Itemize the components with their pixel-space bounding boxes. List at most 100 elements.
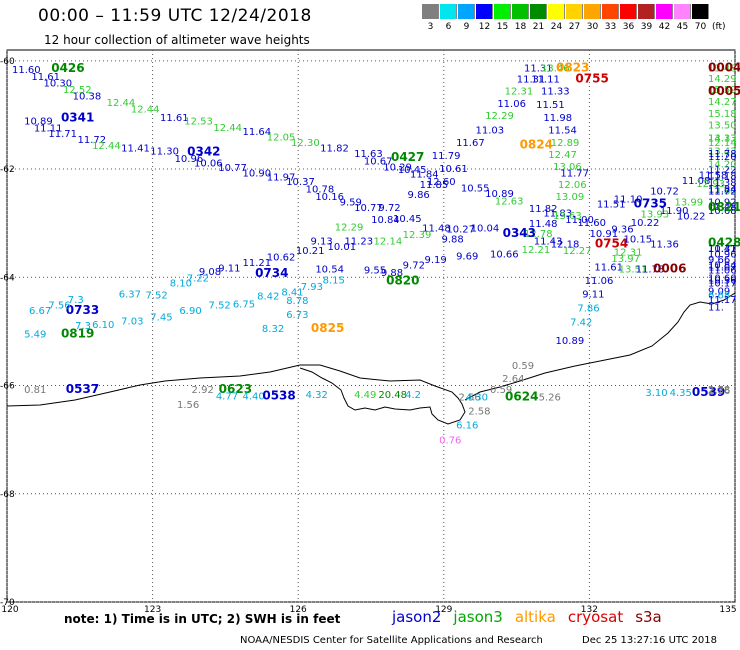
- wave-height-label: 5.49: [24, 330, 46, 341]
- wave-height-label: 10.68: [708, 206, 737, 217]
- wave-height-label: 11.48: [708, 202, 737, 213]
- lat-lon-grid: [6, 50, 736, 603]
- wave-height-label: 11.79: [432, 151, 461, 162]
- wave-height-label: 11.10: [614, 194, 643, 205]
- wave-height-label: 10.55: [461, 183, 490, 194]
- wave-height-label: 13.43: [708, 147, 737, 158]
- wave-height-label: 4.49: [354, 390, 376, 401]
- lon-tick-label: 120: [1, 605, 18, 615]
- wave-height-label: 8.78: [286, 296, 308, 307]
- wave-height-label: 10.67: [364, 156, 393, 167]
- wave-height-label: 12.93: [696, 179, 725, 190]
- wave-height-label: 7.52: [209, 300, 231, 311]
- map-title: 00:00 – 11:59 UTC 12/24/2018: [38, 6, 312, 26]
- lon-tick-label: 132: [581, 605, 598, 615]
- scale-swatch: [476, 4, 493, 19]
- wave-height-label: 10.89: [24, 116, 53, 127]
- wave-height-label: 12.31: [505, 87, 534, 98]
- wave-height-label: 9.11: [218, 264, 240, 275]
- wave-height-label: 10.37: [286, 177, 315, 188]
- wave-height-label: 11.36: [650, 240, 679, 251]
- wave-height-label: 9.88: [381, 268, 403, 279]
- wave-height-label: 11.64: [243, 127, 272, 138]
- wave-height-label: 13.50: [708, 121, 737, 132]
- wave-height-label: 10.45: [398, 165, 427, 176]
- wave-height-label: 10.16: [315, 192, 344, 203]
- scale-label: 27: [568, 22, 581, 32]
- wave-height-label: 12.30: [291, 138, 320, 149]
- wave-height-label: 11.23: [344, 236, 373, 247]
- wave-height-label: 13.09: [556, 192, 585, 203]
- pass-time-label: 0624: [505, 389, 538, 403]
- wave-height-label: 10.72: [650, 187, 679, 198]
- pass-time-label: 0538: [262, 388, 295, 402]
- wave-height-label: 7.42: [570, 318, 592, 329]
- wave-height-label: 4.32: [306, 390, 328, 401]
- pass-time-label: 0004: [708, 60, 740, 74]
- wave-height-label: 11.00: [565, 215, 594, 226]
- wave-height-label: 12.18: [551, 240, 580, 251]
- wave-height-label: 12.78: [524, 229, 553, 240]
- wave-height-label: 11.38: [708, 178, 737, 189]
- wave-height-label: 12.29: [335, 222, 364, 233]
- lon-tick-label: 123: [144, 605, 161, 615]
- pass-time-label: 0427: [391, 150, 424, 164]
- wave-height-label: 2.92: [192, 385, 214, 396]
- wave-height-label: 11.63: [354, 149, 383, 160]
- wave-height-label: 11.84: [708, 185, 737, 196]
- wave-height-label: 2.78: [708, 385, 730, 396]
- wave-height-label: 11.07: [708, 262, 737, 273]
- scale-label: 21: [532, 22, 545, 32]
- wave-height-label: 11.51: [536, 100, 565, 111]
- scale-swatch: [584, 4, 601, 19]
- pass-time-label: 0733: [66, 303, 99, 317]
- wave-height-label: 11.33: [541, 87, 570, 98]
- wave-height-label: 9.88: [442, 234, 464, 245]
- wave-height-label: 9.11: [582, 290, 604, 301]
- wave-height-label: 7.22: [187, 273, 209, 284]
- pass-time-label: 0755: [575, 72, 608, 86]
- wave-height-label: 7.03: [121, 317, 143, 328]
- wave-height-label: 11.20: [708, 152, 737, 163]
- wave-height-label: 8.15: [323, 275, 345, 286]
- wave-height-label: 13.63: [553, 211, 582, 222]
- wave-height-label: 6.37: [119, 290, 141, 301]
- wave-height-label: 10.45: [393, 214, 422, 225]
- pass-time-label: 0824: [520, 138, 553, 152]
- wave-height-label: 3.10: [645, 388, 667, 399]
- wave-height-label: 11.30: [150, 147, 179, 158]
- wave-height-label: 11.41: [121, 143, 150, 154]
- wave-height-label: 12.60: [427, 177, 456, 188]
- wave-height-label: 12.06: [558, 180, 587, 191]
- wave-height-label: 12.39: [403, 230, 432, 241]
- wave-height-label: 11.61: [31, 72, 60, 83]
- wave-height-label: 12.84: [708, 187, 737, 198]
- scale-unit: (ft): [712, 22, 726, 32]
- wave-height-label: 14.13: [708, 134, 737, 145]
- legend-s3a: s3a: [635, 608, 662, 626]
- pass-time-label: 0754: [595, 237, 628, 251]
- wave-height-label: 11.21: [243, 258, 272, 269]
- legend-altika: altika: [514, 608, 556, 626]
- wave-height-label: 11.77: [560, 168, 589, 179]
- wave-height-label: 11.11: [34, 123, 63, 134]
- wave-height-label: 6.90: [179, 306, 201, 317]
- scale-label: 70: [694, 22, 707, 32]
- wave-height-label: 11.51: [597, 200, 626, 211]
- scale-swatch: [656, 4, 673, 19]
- wave-height-label: 11.61: [594, 262, 623, 273]
- scale-swatch: [494, 4, 511, 19]
- scale-swatch: [566, 4, 583, 19]
- scale-swatch: [638, 4, 655, 19]
- scale-label: 39: [640, 22, 653, 32]
- wave-height-label: 9.08: [199, 267, 221, 278]
- wave-height-label: 11.82: [320, 143, 349, 154]
- legend-jason3: jason3: [453, 608, 503, 626]
- wave-height-label: 11.: [708, 303, 724, 314]
- wave-height-label: 4.40: [243, 391, 265, 402]
- pass-time-label: 0539: [692, 385, 725, 399]
- antarctic-coastline: [6, 292, 736, 425]
- scale-label: 9: [463, 22, 470, 32]
- wave-height-label: 12.89: [551, 138, 580, 149]
